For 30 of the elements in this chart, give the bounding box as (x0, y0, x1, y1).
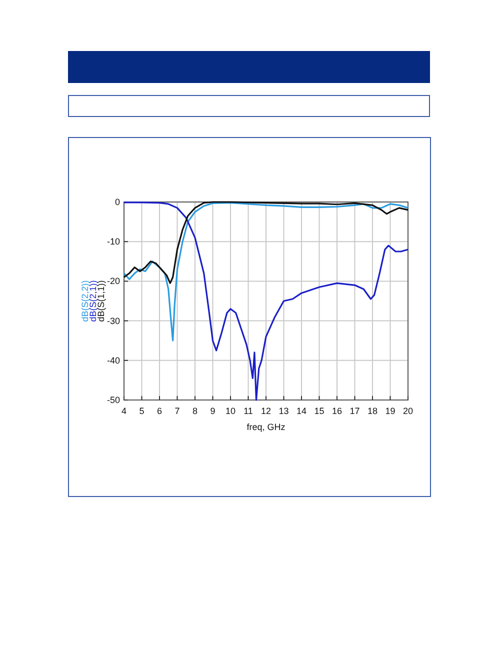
text: dB(S(2,2)) (80, 280, 90, 322)
x-tick-label: 4 (121, 406, 127, 416)
x-tick-label: 15 (314, 406, 324, 416)
y-tick-label: -40 (106, 355, 120, 366)
line-series (123, 201, 409, 284)
y-tick-label: -20 (106, 276, 120, 286)
x-tick-label: 18 (367, 406, 378, 416)
y-tick-label: -50 (106, 395, 120, 405)
x-tick-label: 10 (225, 406, 236, 416)
y-tick-label: -10 (106, 236, 120, 247)
x-tick-label: 8 (192, 406, 198, 416)
x-tick-label: 16 (332, 406, 342, 416)
line-series (123, 202, 409, 342)
x-tick-label: 11 (244, 406, 253, 416)
x-tick-label: 7 (174, 406, 180, 416)
x-axis-title: freq, GHz (246, 422, 286, 432)
x-tick-label: 9 (210, 406, 216, 416)
line-series (123, 202, 409, 401)
x-tick-label: 6 (156, 406, 162, 416)
x-tick-label: 13 (278, 406, 289, 416)
x-tick-label: 12 (260, 406, 272, 416)
x-tick-label: 20 (402, 406, 414, 416)
x-tick-label: 5 (139, 406, 144, 416)
x-tick-label: 19 (385, 406, 396, 416)
text: dB(S(1,1)) (96, 280, 106, 322)
text: dB(S(2,1)) (88, 280, 98, 322)
x-tick-label: 14 (296, 406, 307, 416)
y-tick-label: -30 (106, 316, 120, 326)
x-tick-label: 17 (350, 406, 360, 416)
y-tick-label: 0 (114, 197, 120, 207)
